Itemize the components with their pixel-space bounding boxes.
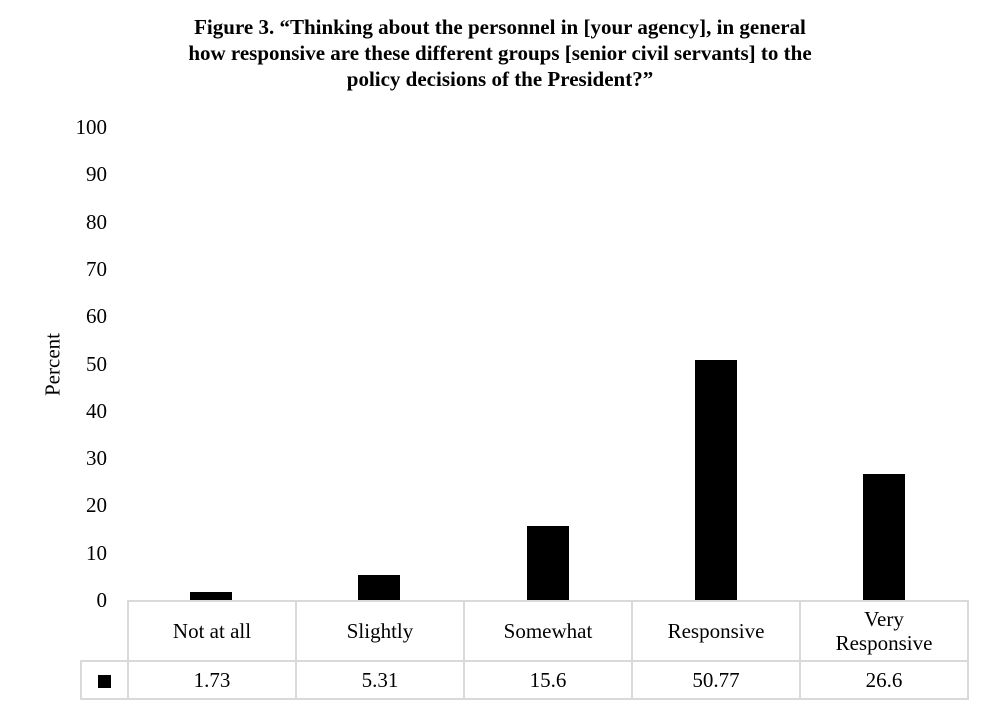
category-cell: Responsive bbox=[631, 600, 801, 662]
title-line-1: Figure 3. “Thinking about the personnel … bbox=[194, 15, 806, 39]
chart-title: Figure 3. “Thinking about the personnel … bbox=[0, 14, 1000, 92]
y-tick-label: 50 bbox=[86, 351, 107, 376]
y-tick-label: 0 bbox=[96, 588, 108, 612]
bar bbox=[862, 474, 905, 600]
y-tick-label: 80 bbox=[86, 209, 107, 234]
y-tick-label: 100 bbox=[75, 115, 108, 139]
bar bbox=[694, 359, 737, 600]
value-cell: 50.77 bbox=[631, 660, 801, 700]
category-cell: Very Responsive bbox=[799, 600, 969, 662]
y-tick-label: 70 bbox=[86, 256, 107, 281]
legend-key-cell bbox=[80, 660, 129, 700]
title-line-2: how responsive are these different group… bbox=[188, 41, 812, 65]
black-square-icon bbox=[98, 675, 111, 689]
value-row: 1.73 5.31 15.6 50.77 26.6 bbox=[80, 660, 969, 700]
y-tick-label: 90 bbox=[86, 162, 107, 187]
value-cell: 5.31 bbox=[295, 660, 465, 700]
y-tick-label: 40 bbox=[86, 398, 107, 423]
title-line-3: policy decisions of the President?” bbox=[346, 67, 654, 91]
bar bbox=[358, 574, 401, 600]
value-cell: 1.73 bbox=[127, 660, 297, 700]
y-tick-label: 10 bbox=[86, 540, 107, 565]
bar bbox=[526, 526, 569, 600]
data-table: Not at all Slightly Somewhat Responsive … bbox=[80, 600, 969, 700]
value-cell: 15.6 bbox=[463, 660, 633, 700]
category-cell: Somewhat bbox=[463, 600, 633, 662]
y-tick-label: 20 bbox=[86, 493, 107, 518]
table-corner bbox=[81, 601, 129, 662]
category-cell: Slightly bbox=[295, 600, 465, 662]
bar bbox=[190, 591, 233, 600]
category-cell: Not at all bbox=[127, 600, 297, 662]
value-cell: 26.6 bbox=[799, 660, 969, 700]
y-tick-label: 60 bbox=[86, 304, 107, 329]
category-row: Not at all Slightly Somewhat Responsive … bbox=[81, 600, 969, 662]
y-tick-label: 30 bbox=[86, 446, 107, 471]
